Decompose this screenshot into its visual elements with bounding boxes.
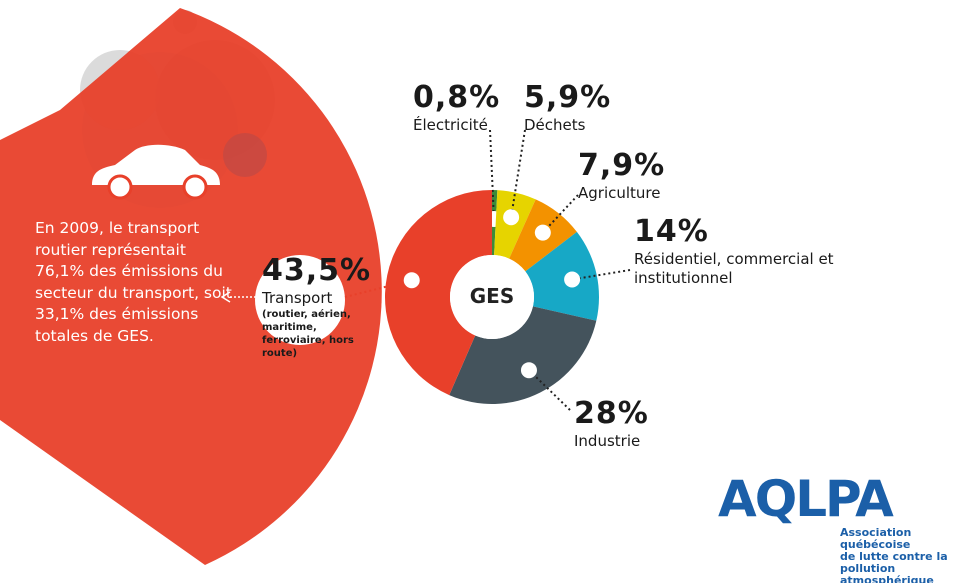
center-label: GES: [469, 284, 515, 308]
slice-dot: [564, 271, 581, 288]
category-label: Électricité: [413, 116, 488, 134]
pie-slice: [449, 306, 597, 404]
slice-dot: [520, 362, 537, 379]
leader-line: [542, 194, 579, 234]
pie-slice: [525, 231, 599, 321]
transport-label-bubble: [255, 255, 345, 345]
category-label: Transport: [262, 289, 333, 307]
value-label: 28%: [574, 396, 649, 431]
leader-line: [344, 279, 412, 298]
transport-sector-shape: [0, 8, 382, 565]
transport-detail: (routier, aérien, maritime, ferroviaire,…: [262, 309, 354, 359]
value-label: 7,9%: [578, 148, 666, 183]
value-label: 14%: [634, 214, 709, 249]
slice-dot: [534, 224, 551, 241]
pie-slice: [494, 190, 536, 259]
logo-line: de lutte contre la: [840, 550, 948, 563]
pie: [220, 129, 631, 411]
value-label: 43,5%: [262, 253, 372, 288]
category-label: Industrie: [574, 432, 641, 450]
value-label: 0,8%: [413, 80, 501, 115]
value-label: 5,9%: [524, 80, 612, 115]
center-hole: [450, 255, 534, 339]
category-label: Résidentiel, commercial et institutionne…: [634, 250, 834, 287]
category-label: Agriculture: [578, 184, 661, 202]
annotation: En 2009, le transport routier représenta…: [35, 219, 232, 345]
slice-dot: [403, 272, 420, 289]
car-icon: [92, 144, 220, 200]
logo-tagline: Association québécoise de lutte contre l…: [840, 527, 971, 583]
decor-bubble: [223, 133, 267, 177]
logo-line: Association québécoise: [840, 526, 912, 551]
logo-name: AQLPA: [718, 470, 894, 528]
logo-line: pollution atmosphérique: [840, 562, 934, 583]
pie-slice: [385, 190, 492, 396]
slice-dot: [503, 209, 520, 226]
category-label: Déchets: [524, 116, 586, 134]
annotation-arrow: [220, 291, 231, 303]
